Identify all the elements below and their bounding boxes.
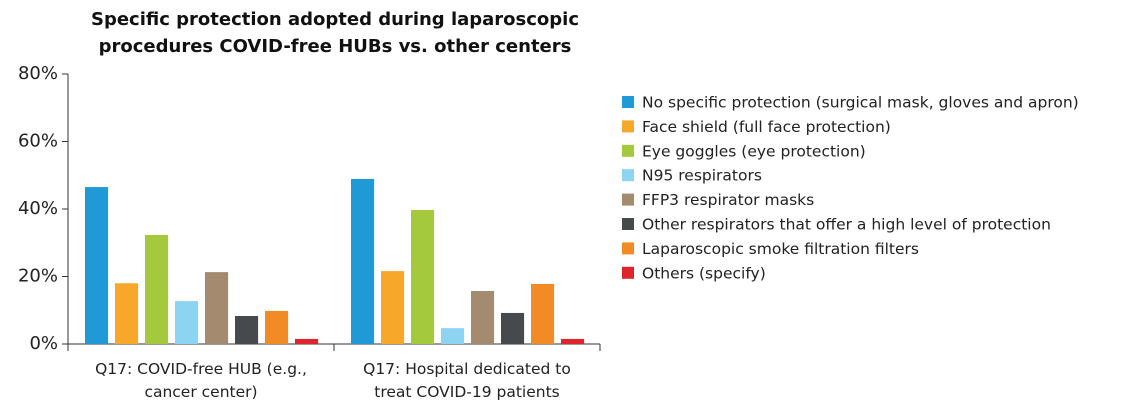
y-tick-label: 0% [29,333,58,354]
legend-swatch [622,218,634,230]
chart-title: Specific protection adopted during lapar… [90,9,580,57]
legend-swatch [622,193,634,206]
bar [145,234,169,344]
bar [381,271,405,344]
legend-swatch [622,96,634,108]
legend-swatch [622,266,634,279]
legend-label: Eye goggles (eye protection) [642,142,866,160]
bar [501,312,525,344]
bar [471,291,495,344]
y-tick-label: 20% [18,266,58,287]
legend-label: Face shield (full face protection) [642,118,891,136]
legend-swatch [622,144,634,157]
x-tick-label: Q17: Hospital dedicated to treat COVID-1… [363,360,571,401]
legend-label: FFP3 respirator masks [642,191,814,209]
y-tick-label: 40% [18,198,58,219]
bar [295,338,319,344]
legend-swatch [622,242,634,255]
bar [265,310,289,344]
y-tick-label: 80% [18,63,58,84]
bar [85,187,109,344]
bar [235,315,259,344]
legend-label: Others (specify) [642,264,766,282]
bar [531,283,555,344]
legend-label: Other respirators that offer a high leve… [642,216,1051,234]
legend-label: Laparoscopic smoke filtration filters [642,240,919,258]
legend-label: N95 respirators [642,167,762,185]
bar [441,328,465,344]
bar [351,178,375,344]
bar [175,301,199,344]
bar [205,272,229,344]
bar [115,283,139,344]
legend-swatch [622,169,634,182]
legend-swatch [622,120,634,133]
x-tick-label: Q17: COVID-free HUB (e.g., cancer center… [95,360,307,401]
bar [411,210,435,344]
y-tick-label: 60% [18,131,58,152]
bar [561,338,585,344]
legend-label: No specific protection (surgical mask, g… [642,94,1079,112]
